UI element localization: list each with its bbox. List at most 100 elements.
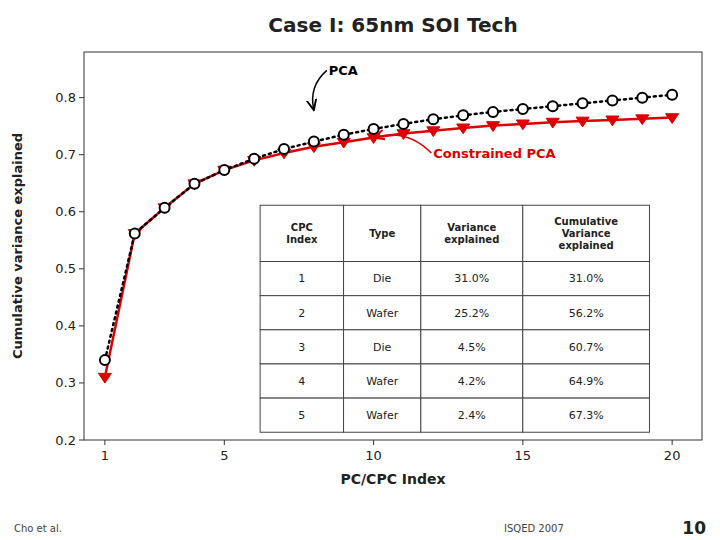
point-marker xyxy=(636,115,649,125)
y-tick xyxy=(79,440,84,441)
table-header: CPCIndex xyxy=(286,222,318,245)
chart: Case I: 65nm SOI Tech151015200.20.30.40.… xyxy=(0,0,720,540)
table-text-line: Type xyxy=(369,228,395,239)
table-text-line: 4.2% xyxy=(458,375,486,388)
point-marker xyxy=(578,98,588,108)
point-marker xyxy=(369,124,379,134)
table-cell xyxy=(421,330,523,364)
point-marker xyxy=(606,116,619,126)
slide-number: 10 xyxy=(682,518,706,538)
table-text-line: 2.4% xyxy=(458,409,486,422)
point-marker xyxy=(548,101,558,111)
point-marker xyxy=(637,93,647,103)
point-marker xyxy=(457,124,470,134)
table: CPCIndex Type VarianceexplainedCumulativeV… xyxy=(260,205,649,432)
y-tick xyxy=(79,268,84,269)
table-text: 4 xyxy=(298,375,305,388)
table-text: 56.2% xyxy=(569,307,604,320)
point-marker xyxy=(160,203,170,213)
table-text: Wafer xyxy=(366,375,399,388)
point-marker xyxy=(488,107,498,117)
table-cell xyxy=(260,330,343,364)
point-marker xyxy=(367,134,380,144)
table-cell xyxy=(344,262,421,296)
table-text-line: 31.0% xyxy=(454,272,489,285)
table-text-line: 25.2% xyxy=(454,307,489,320)
x-tick-label: 1 xyxy=(101,448,109,463)
table-cell xyxy=(344,330,421,364)
table-cell xyxy=(260,398,343,432)
table-text: Wafer xyxy=(366,307,399,320)
y-tick-label: 0.2 xyxy=(55,433,76,448)
table-text-line: 56.2% xyxy=(569,307,604,320)
annotation-arrow xyxy=(313,70,327,110)
y-tick xyxy=(79,325,84,326)
table-cell xyxy=(260,205,343,261)
table-text-line: 5 xyxy=(298,409,305,422)
table-text: Wafer xyxy=(366,409,399,422)
table-header: Type xyxy=(369,228,395,239)
table-cell xyxy=(260,296,343,330)
y-tick xyxy=(79,154,84,155)
point-marker xyxy=(279,144,289,154)
y-tick xyxy=(79,97,84,98)
table-text-line: 64.9% xyxy=(569,375,604,388)
table-text-line: Index xyxy=(286,234,318,245)
table-cell xyxy=(260,262,343,296)
table-cell xyxy=(523,398,650,432)
footer-right: ISQED 2007 xyxy=(504,523,564,534)
table-text: 4.2% xyxy=(458,375,486,388)
table-text-line: Variance xyxy=(562,228,611,239)
table-text: 1 xyxy=(298,272,305,285)
table-text-line: 60.7% xyxy=(569,341,604,354)
x-axis-label: PC/CPC Index xyxy=(340,471,445,487)
table-text: 67.3% xyxy=(569,409,604,422)
point-marker xyxy=(516,120,529,130)
table-text: 2 xyxy=(298,307,305,320)
table-header: CumulativeVarianceexplained xyxy=(554,216,618,251)
plot-frame xyxy=(84,52,702,440)
table-cell xyxy=(421,205,523,261)
table-cell xyxy=(421,398,523,432)
table-text: Die xyxy=(373,341,392,354)
point-marker xyxy=(576,117,589,127)
annotation: Constrained PCA xyxy=(433,146,555,161)
table-cell xyxy=(344,398,421,432)
annotation: PCA xyxy=(329,63,358,78)
table-text-line: Cumulative xyxy=(554,216,618,227)
table-text-line: 4 xyxy=(298,375,305,388)
table-text: 5 xyxy=(298,409,305,422)
y-tick-label: 0.8 xyxy=(55,90,76,105)
table-text: 4.5% xyxy=(458,341,486,354)
table-text-line: explained xyxy=(559,240,614,251)
x-tick xyxy=(672,440,673,445)
point-marker xyxy=(98,373,111,383)
table-text: 31.0% xyxy=(569,272,604,285)
table-cell xyxy=(421,296,523,330)
point-marker xyxy=(398,119,408,129)
series-line xyxy=(105,95,672,360)
x-tick-label: 5 xyxy=(220,448,228,463)
point-marker xyxy=(458,110,468,120)
point-marker xyxy=(100,355,110,365)
table-text: 60.7% xyxy=(569,341,604,354)
point-marker xyxy=(189,179,199,189)
table-text: 31.0% xyxy=(454,272,489,285)
point-marker xyxy=(219,165,229,175)
x-tick xyxy=(224,440,225,445)
table-cell xyxy=(523,330,650,364)
table-text-line: Die xyxy=(373,272,392,285)
table-text: Die xyxy=(373,272,392,285)
y-tick-label: 0.5 xyxy=(55,261,76,276)
table-text: 64.9% xyxy=(569,375,604,388)
y-tick-label: 0.7 xyxy=(55,147,76,162)
table-cell xyxy=(523,364,650,398)
table-text: 25.2% xyxy=(454,307,489,320)
point-marker xyxy=(607,96,617,106)
table-cell xyxy=(344,205,421,261)
table-cell xyxy=(421,364,523,398)
table-text-line: Die xyxy=(373,341,392,354)
point-marker xyxy=(666,114,679,124)
plot-data xyxy=(98,90,678,383)
point-marker xyxy=(546,118,559,128)
